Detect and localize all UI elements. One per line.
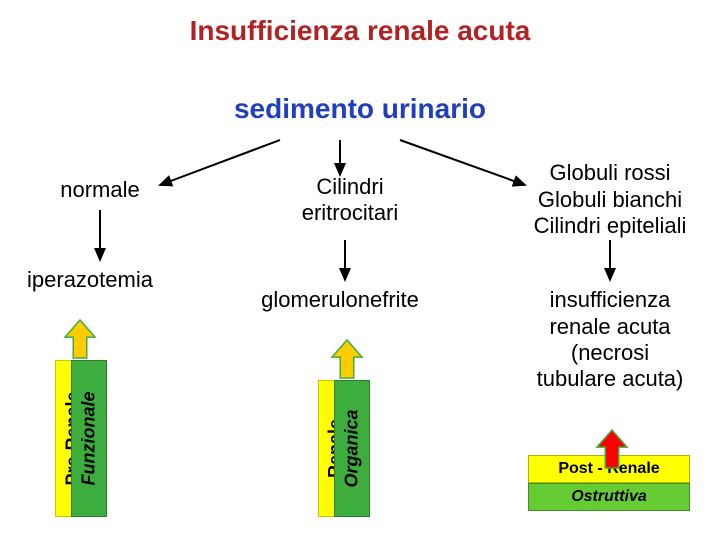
up-arrow-right: [597, 430, 627, 468]
up-arrow-mid: [332, 340, 362, 378]
up-arrow-left: [65, 320, 95, 358]
